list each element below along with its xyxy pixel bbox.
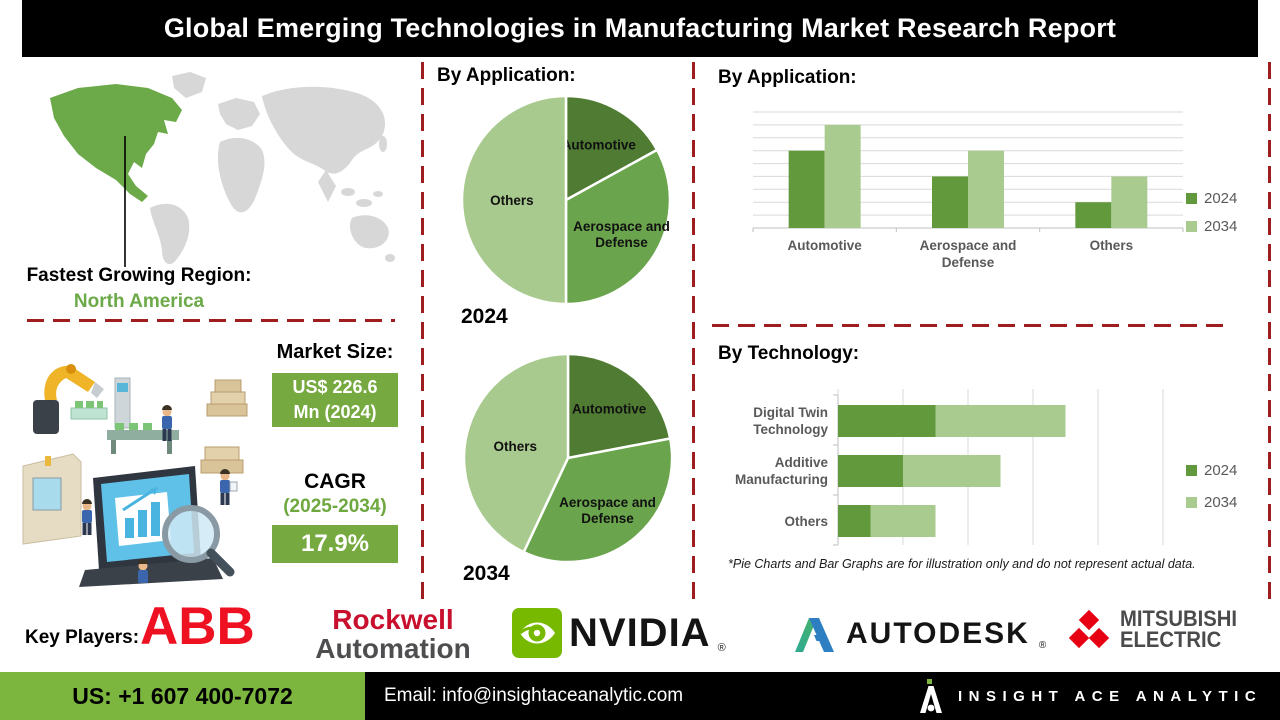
rockwell-automation-logo: Rockwell Automation [315,604,471,664]
manufacturing-illustration [22,364,248,587]
divider-vertical-2 [692,62,695,600]
insightace-brand-text: INSIGHT ACE ANALYTIC [958,687,1263,705]
nvidia-logo: NVIDIA ® [512,608,726,658]
mitsubishi-diamonds-icon [1068,609,1110,649]
bar-legend-2034: 2034 [1186,218,1237,235]
svg-text:Automotive: Automotive [788,238,863,253]
legend-swatch-2034 [1186,497,1197,508]
divider-vertical-3 [1268,62,1271,600]
svg-text:Others: Others [784,514,828,529]
autodesk-logo: AUTODESK ® [793,614,1046,654]
pie-chart-2024: Automotive Aerospace and Defense Others [460,94,672,306]
divider-vertical-1 [421,62,424,600]
page-title: Global Emerging Technologies in Manufact… [22,0,1258,57]
footer-email: Email: info@insightaceanalytic.com [384,685,684,706]
world-map [50,72,395,267]
legend-swatch-2024 [1186,193,1197,204]
cagr-label: CAGR [304,470,366,493]
nvidia-eye-icon [512,608,562,658]
tech-section-title: By Technology: [718,343,860,364]
north-america-highlight [50,84,182,202]
svg-text:Automotive: Automotive [572,401,647,416]
autodesk-trademark: ® [1038,640,1047,651]
pie-section-title: By Application: [437,65,576,86]
pie-2034-year: 2034 [463,562,510,585]
key-players-label: Key Players: [25,627,140,648]
fastest-growing-region-value: North America [73,291,205,312]
chart-disclaimer: *Pie Charts and Bar Graphs are for illus… [728,557,1196,571]
pie-2024-year: 2024 [461,305,508,328]
cagr-value: 17.9% [272,525,398,563]
legend-swatch-2024 [1186,465,1197,476]
svg-text:Others: Others [493,439,537,454]
svg-text:Others: Others [490,193,534,208]
footer-phone: US: +1 607 400-7072 [0,672,365,720]
divider-left-horizontal [27,319,395,322]
tech-legend-2024: 2024 [1186,462,1237,479]
pie-chart-2034: Automotive Aerospace and Defense Others [462,352,674,564]
svg-text:Automotive: Automotive [562,137,637,152]
mitsubishi-electric-logo: MITSUBISHI ELECTRIC [1066,608,1247,652]
divider-right-horizontal [712,324,1224,327]
worker-figures [82,405,238,583]
insightace-logo-icon [920,679,942,713]
technology-bar-chart: Digital Twin Technology Additive Manufactur… [735,389,1164,546]
bar-section-title: By Application: [718,67,857,88]
footer: US: +1 607 400-7072 Email: info@insighta… [0,672,1280,720]
autodesk-mark-icon [795,618,834,652]
legend-swatch-2034 [1186,221,1197,232]
cagr-period: (2025-2034) [283,496,387,517]
market-size-value: US$ 226.6 Mn (2024) [272,373,398,427]
insightace-brand: INSIGHT ACE ANALYTIC [916,679,1262,713]
application-bar-chart: Automotive Aerospace and Defense Others [752,111,1184,270]
tech-legend-2034: 2034 [1186,494,1237,511]
nvidia-trademark: ® [717,642,726,654]
svg-text:Others: Others [1090,238,1134,253]
fastest-growing-region-label: Fastest Growing Region: [26,265,252,286]
market-size-label: Market Size: [276,341,394,363]
abb-logo: ABB [140,597,255,656]
bar-legend-2024: 2024 [1186,190,1237,207]
